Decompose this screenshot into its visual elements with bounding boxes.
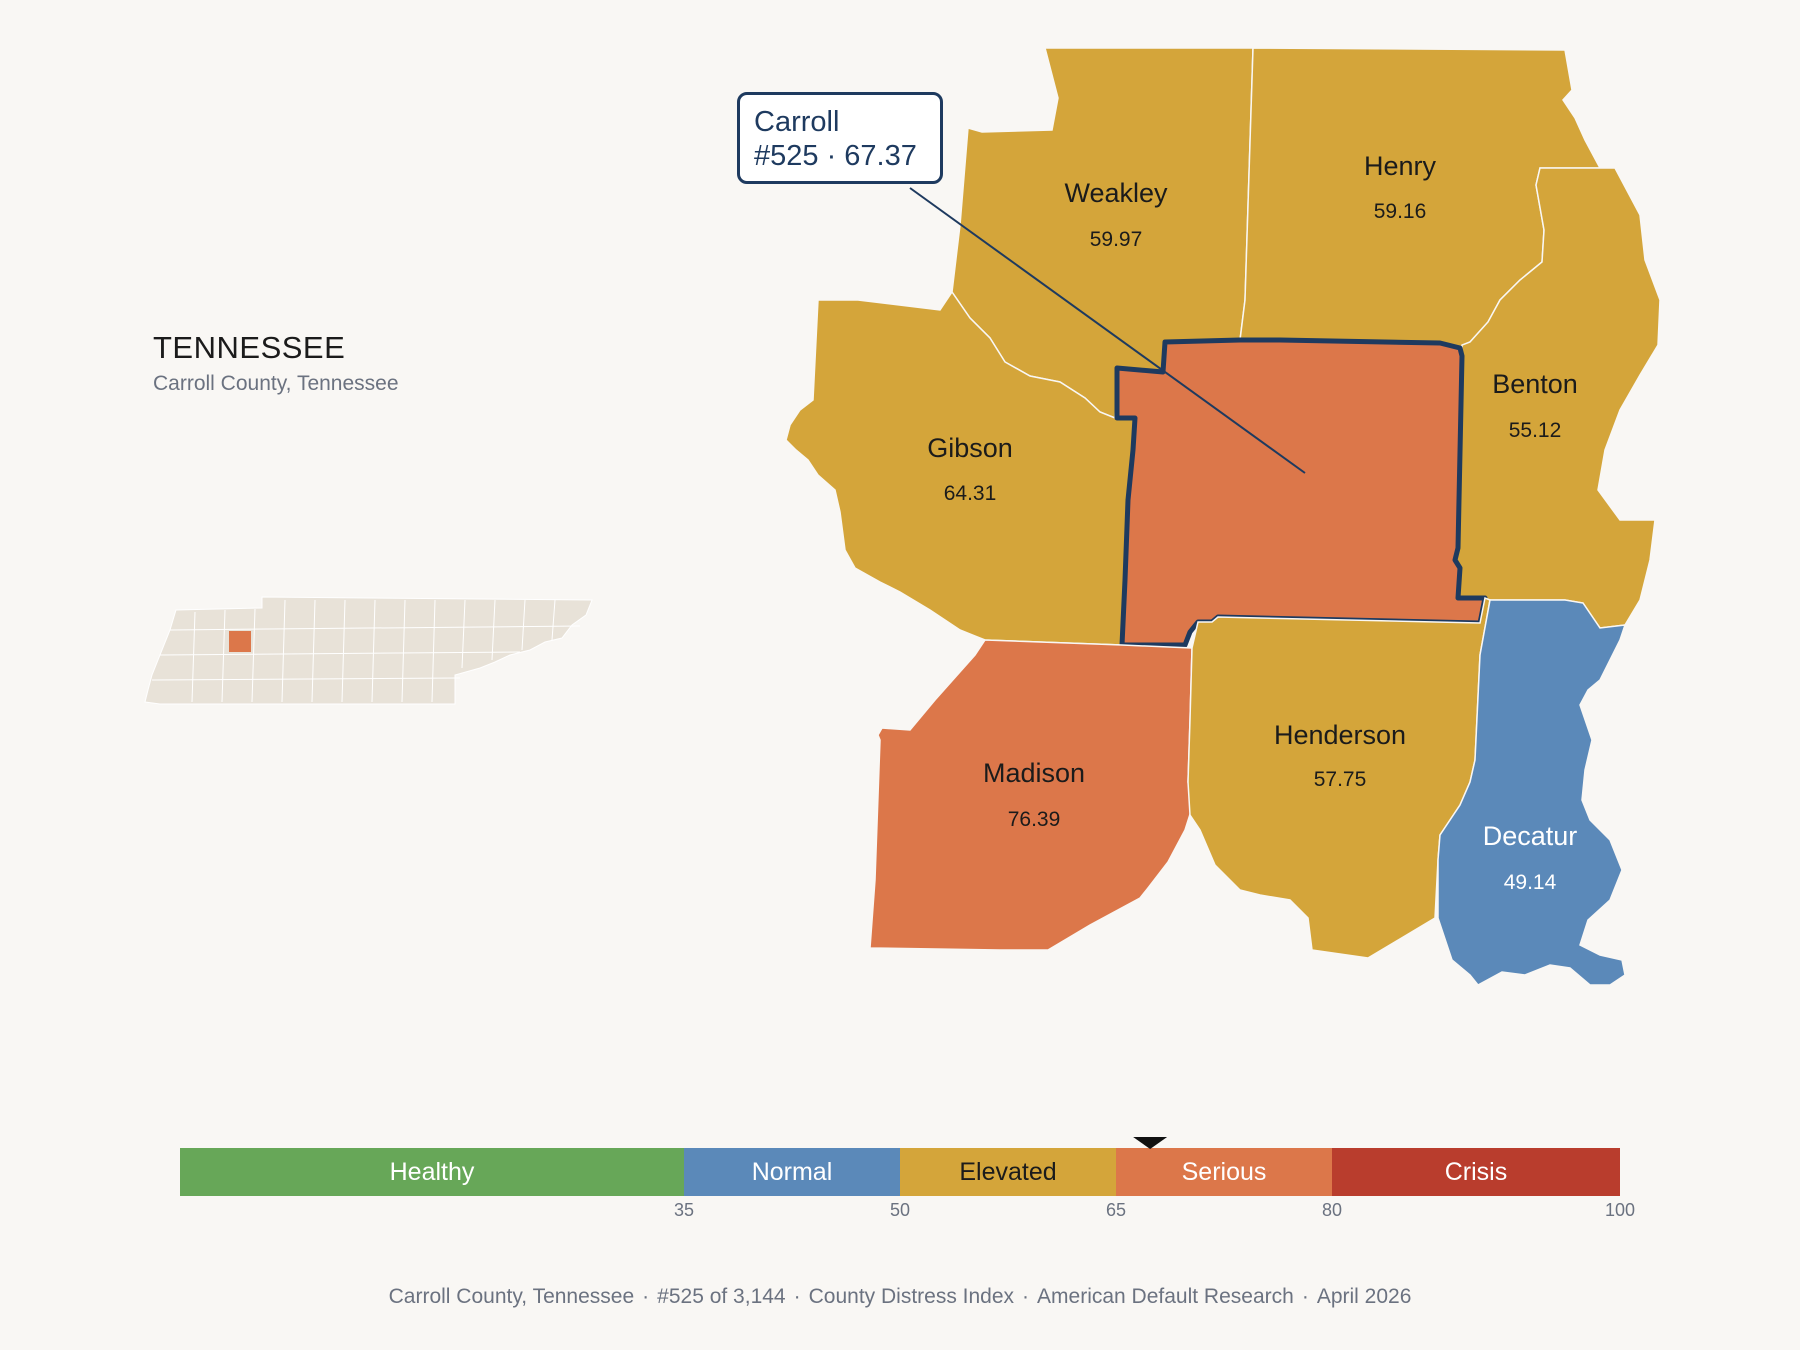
footer-separator: · [1301,1285,1309,1308]
county-callout: Carroll #525 · 67.37 [737,92,943,184]
county-value-henderson: 57.75 [1314,768,1367,791]
county-value-benton: 55.12 [1509,419,1562,442]
county-label-madison: Madison [983,758,1085,788]
county-value-madison: 76.39 [1008,808,1061,831]
county-label-weakley: Weakley [1064,178,1168,208]
footer: Carroll County, Tennessee · #525 of 3,144 ·… [0,1285,1800,1309]
county-decatur[interactable] [1437,599,1627,986]
state-subtitle: Carroll County, Tennessee [153,372,399,395]
county-henderson[interactable] [1187,596,1491,959]
footer-separator: · [793,1285,801,1308]
scale-label-healthy: Healthy [390,1158,475,1186]
footer-rank: #525 of 3,144 [657,1285,786,1308]
scale-band-crisis [1332,1148,1620,1196]
footer-separator: · [642,1285,650,1308]
footer-date: April 2026 [1316,1285,1412,1308]
county-label-gibson: Gibson [927,433,1013,463]
callout-rank-value: #525 · 67.37 [754,140,917,172]
footer-index: County Distress Index [808,1285,1015,1308]
scale-band-serious [1116,1148,1332,1196]
scale-band-elevated [900,1148,1116,1196]
county-madison[interactable] [869,639,1193,951]
scale-tick-50: 50 [890,1200,910,1220]
scale-label-normal: Normal [752,1158,833,1186]
footer-source: American Default Research [1037,1285,1294,1308]
callout-leader-line [909,187,1306,474]
county-value-weakley: 59.97 [1090,228,1143,251]
callout-county-name: Carroll [754,106,840,138]
scale-label-crisis: Crisis [1445,1158,1508,1186]
tennessee-inset-highlight [229,631,251,652]
footer-county: Carroll County, Tennessee [388,1285,635,1308]
county-label-benton: Benton [1492,369,1578,399]
county-carroll[interactable] [1114,337,1488,648]
county-value-gibson: 64.31 [944,482,997,505]
scale-band-normal [684,1148,900,1196]
tennessee-state-shape [144,596,593,705]
county-gibson[interactable] [785,290,1136,646]
scale-marker-triangle [1133,1137,1168,1149]
county-label-henry: Henry [1364,151,1437,181]
scale-tick-65: 65 [1106,1200,1126,1220]
scale-band-healthy [180,1148,684,1196]
county-value-henry: 59.16 [1374,200,1427,223]
county-label-decatur: Decatur [1483,821,1578,851]
scale-label-serious: Serious [1182,1158,1267,1186]
state-title: TENNESSEE [153,330,346,365]
tennessee-inset-map [144,596,593,705]
scale-label-elevated: Elevated [959,1158,1056,1186]
scale-tick-35: 35 [674,1200,694,1220]
scale-tick-80: 80 [1322,1200,1342,1220]
footer-separator: · [1022,1285,1030,1308]
distress-scale: Healthy Normal Elevated Serious Crisis 3… [180,1137,1635,1220]
scale-tick-100: 100 [1605,1200,1635,1220]
county-label-henderson: Henderson [1274,720,1406,750]
county-value-decatur: 49.14 [1504,871,1557,894]
